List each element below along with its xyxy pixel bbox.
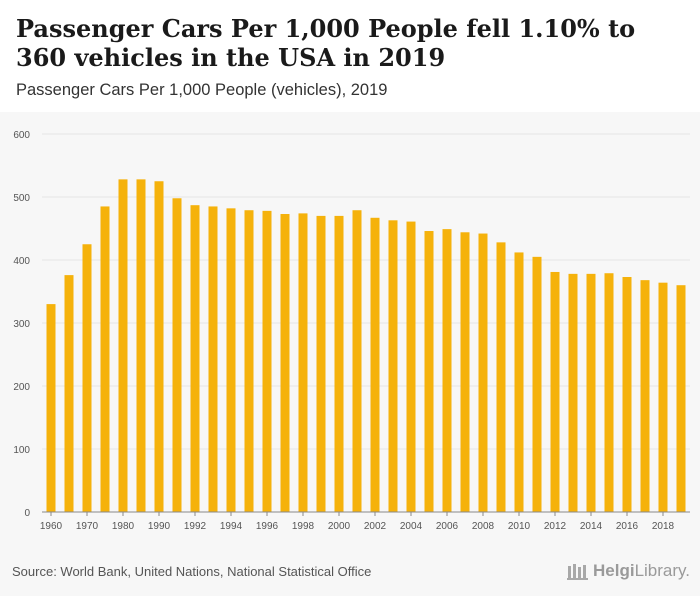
bar: [676, 285, 686, 512]
bar: [316, 215, 326, 512]
x-tick-label: 2010: [508, 521, 531, 532]
bar: [334, 215, 344, 512]
source-note: Source: World Bank, United Nations, Nati…: [12, 564, 372, 579]
x-tick-label: 1998: [292, 521, 315, 532]
bar: [82, 244, 92, 512]
bar: [352, 210, 362, 513]
bar: [622, 277, 632, 512]
x-tick-label: 1960: [40, 521, 63, 532]
bar: [406, 221, 416, 512]
y-tick-label: 200: [13, 382, 30, 393]
x-tick-label: 2002: [364, 521, 387, 532]
bar: [604, 273, 614, 512]
bar: [568, 273, 578, 512]
brand-logo[interactable]: HelgiLibrary.: [567, 561, 690, 581]
bar: [550, 271, 560, 512]
bar: [244, 210, 254, 513]
x-tick-label: 2004: [400, 521, 423, 532]
bar: [658, 282, 668, 512]
x-tick-label: 1980: [112, 521, 135, 532]
x-tick-label: 1970: [76, 521, 99, 532]
bar: [298, 213, 308, 512]
bar: [154, 181, 164, 512]
bar: [388, 220, 398, 512]
y-tick-label: 400: [13, 256, 30, 267]
bar: [46, 304, 56, 512]
bar: [190, 205, 200, 512]
bar: [370, 217, 380, 513]
chart-header: Passenger Cars Per 1,000 People fell 1.1…: [0, 0, 700, 112]
bar: [226, 208, 236, 512]
bar: [496, 242, 506, 513]
bar: [280, 214, 290, 512]
bar: [640, 280, 650, 512]
brand-name-light: Library.: [634, 561, 690, 580]
bar: [460, 232, 470, 512]
x-tick-label: 1996: [256, 521, 279, 532]
x-tick-label: 2014: [580, 521, 603, 532]
x-tick-label: 2008: [472, 521, 495, 532]
bar: [586, 273, 596, 512]
x-tick-label: 2006: [436, 521, 459, 532]
bar: [172, 198, 182, 512]
x-tick-label: 1994: [220, 521, 243, 532]
y-tick-label: 600: [13, 130, 30, 141]
chart-title: Passenger Cars Per 1,000 People fell 1.1…: [16, 14, 636, 72]
x-tick-label: 2018: [652, 521, 675, 532]
bar: [262, 210, 272, 513]
bar: [478, 233, 488, 513]
brand-name-bold: Helgi: [593, 561, 635, 580]
plot-background: [0, 112, 700, 596]
chart-subtitle: Passenger Cars Per 1,000 People (vehicle…: [16, 81, 388, 99]
bar: [424, 231, 434, 512]
y-tick-label: 0: [24, 508, 30, 519]
bar: [136, 179, 146, 513]
bar: [208, 206, 218, 512]
bar: [532, 256, 542, 512]
bar: [118, 179, 128, 513]
x-tick-label: 1992: [184, 521, 207, 532]
y-tick-label: 100: [13, 445, 30, 456]
x-tick-label: 2012: [544, 521, 567, 532]
bar: [514, 252, 524, 512]
y-tick-label: 500: [13, 193, 30, 204]
bar: [64, 275, 74, 512]
x-tick-label: 2016: [616, 521, 639, 532]
x-tick-label: 1990: [148, 521, 171, 532]
x-tick-label: 2000: [328, 521, 351, 532]
y-tick-label: 300: [13, 319, 30, 330]
bar: [442, 229, 452, 512]
library-icon: [567, 564, 588, 580]
bar: [100, 206, 110, 512]
